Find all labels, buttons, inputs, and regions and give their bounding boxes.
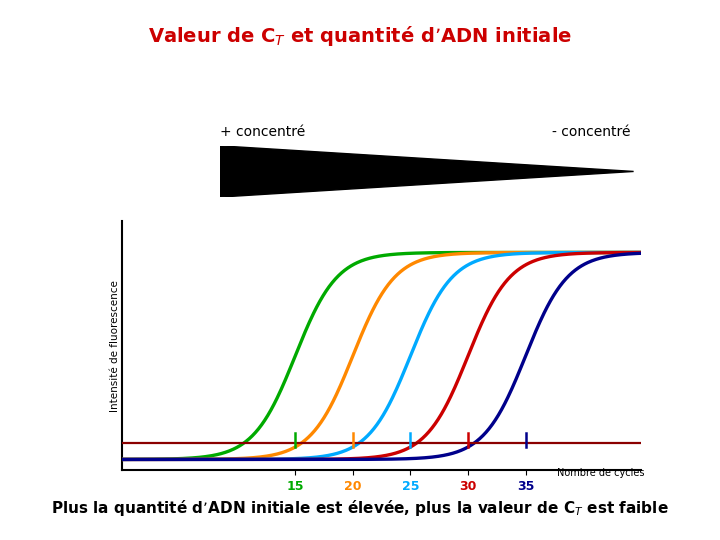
Text: Nombre de cycles: Nombre de cycles [557, 468, 644, 478]
Y-axis label: Intensité de fluorescence: Intensité de fluorescence [109, 280, 120, 411]
Text: + concentré: + concentré [220, 125, 305, 139]
Text: Valeur de C$_T$ et quantité d’ADN initiale: Valeur de C$_T$ et quantité d’ADN initia… [148, 24, 572, 48]
Text: Plus la quantité d’ADN initiale est élevée, plus la valeur de C$_T$ est faible: Plus la quantité d’ADN initiale est élev… [51, 498, 669, 518]
Text: - concentré: - concentré [552, 125, 630, 139]
Polygon shape [220, 146, 634, 197]
